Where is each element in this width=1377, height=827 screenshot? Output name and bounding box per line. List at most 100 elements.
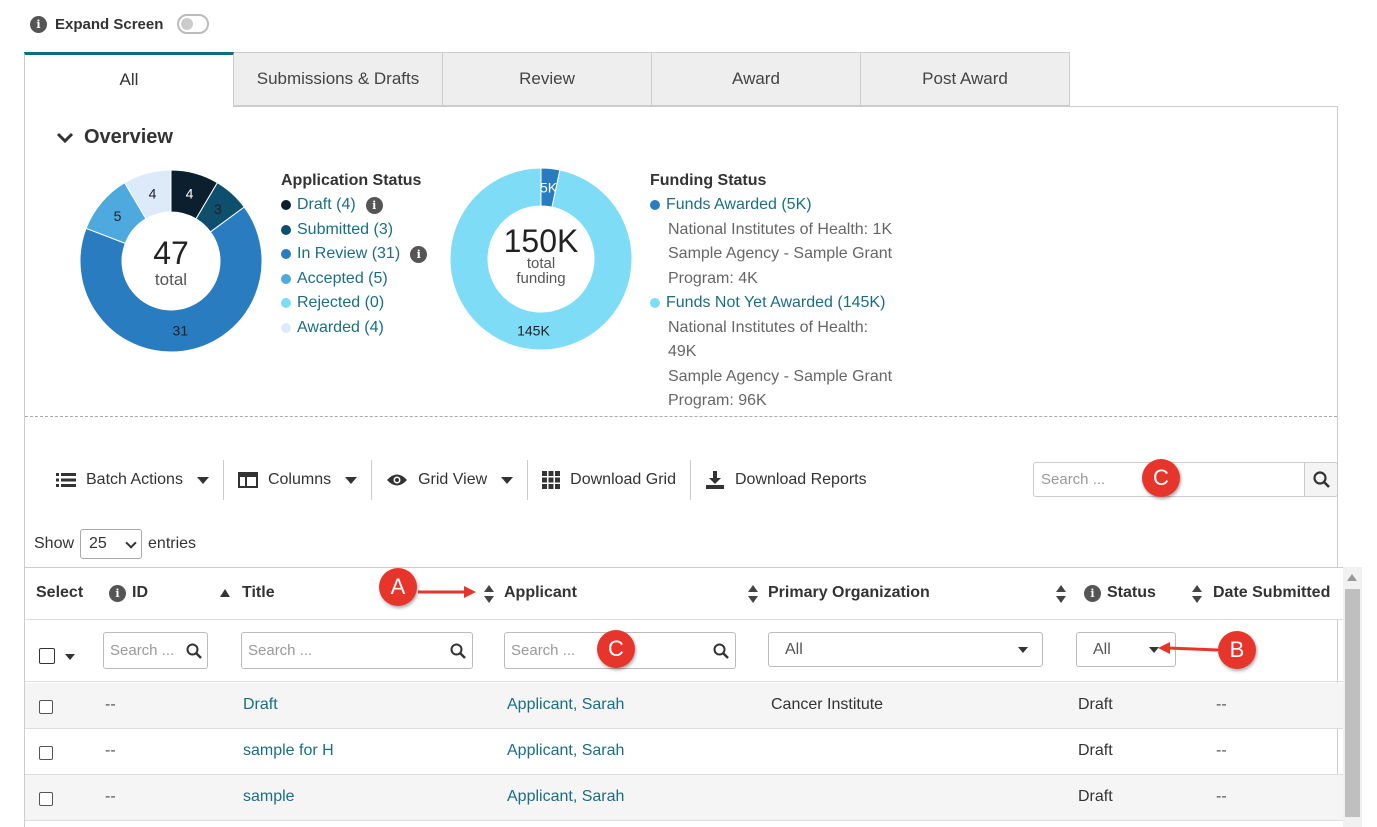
- id-filter-input[interactable]: Search ...: [103, 632, 208, 669]
- table-row[interactable]: -- sample Applicant, Sarah Draft --: [25, 775, 1343, 821]
- caret-down-icon[interactable]: [65, 654, 75, 660]
- legend-item[interactable]: Accepted (5): [281, 267, 427, 292]
- tab-review[interactable]: Review: [442, 52, 652, 106]
- sort-icon[interactable]: [748, 584, 758, 604]
- grid-search-button[interactable]: [1304, 462, 1338, 497]
- funds-awarded-link[interactable]: Funds Awarded (5K): [666, 196, 812, 213]
- legend-dot: [281, 200, 291, 211]
- search-icon: [713, 643, 729, 659]
- donut-slice[interactable]: [80, 206, 262, 352]
- legend-link[interactable]: In Review (31): [297, 245, 401, 262]
- col-primary-organization[interactable]: Primary Organization: [768, 584, 930, 602]
- row-applicant-link[interactable]: Applicant, Sarah: [507, 696, 625, 713]
- grid-icon: [542, 471, 561, 489]
- legend-item[interactable]: In Review (31) i: [281, 242, 428, 267]
- donut-slice[interactable]: [123, 170, 172, 220]
- col-title-label: Title: [242, 584, 275, 601]
- donut-slice-label: 4: [186, 185, 194, 201]
- title-filter-input[interactable]: Search ...: [241, 632, 473, 669]
- legend-link[interactable]: Draft (4): [297, 196, 356, 213]
- status-filter-select[interactable]: All: [1076, 632, 1176, 667]
- columns-icon: [237, 472, 258, 488]
- legend-item[interactable]: Rejected (0): [281, 291, 427, 316]
- tab-submissions-drafts[interactable]: Submissions & Drafts: [233, 52, 443, 106]
- donut-slice[interactable]: [450, 168, 632, 350]
- legend-dot: [650, 200, 660, 211]
- table-row[interactable]: -- sample for H Applicant, Sarah Draft -…: [25, 729, 1343, 775]
- awarded-detail-line: Sample Agency - Sample Grant: [668, 245, 893, 262]
- caret-down-icon: [1018, 647, 1028, 653]
- row-status: Draft: [1078, 742, 1113, 759]
- overview-header[interactable]: Overview: [56, 126, 173, 149]
- not-awarded-detail-line: National Institutes of Health:: [668, 318, 869, 336]
- col-applicant-label: Applicant: [504, 584, 577, 601]
- row-applicant-link[interactable]: Applicant, Sarah: [507, 742, 625, 759]
- row-title-link[interactable]: sample for H: [243, 742, 334, 759]
- app-chart-total: 47: [153, 235, 189, 271]
- funds-not-awarded-link[interactable]: Funds Not Yet Awarded (145K): [666, 294, 886, 311]
- row-title-link[interactable]: Draft: [243, 696, 278, 713]
- sort-icon[interactable]: [484, 584, 494, 604]
- row-checkbox[interactable]: [39, 700, 53, 714]
- row-status: Draft: [1078, 788, 1113, 805]
- legend-item[interactable]: Submitted (3): [281, 218, 427, 243]
- not-awarded-detail-line: Sample Agency - Sample Grant: [668, 367, 893, 385]
- row-date: --: [1216, 742, 1227, 759]
- batch-actions-button[interactable]: Batch Actions: [42, 460, 224, 500]
- col-title[interactable]: Title: [220, 584, 275, 602]
- sort-icon[interactable]: [1192, 584, 1202, 604]
- legend-item-funds-awarded[interactable]: Funds Awarded (5K): [650, 193, 910, 218]
- tab-award[interactable]: Award: [651, 52, 861, 106]
- org-filter-select[interactable]: All: [768, 632, 1043, 667]
- id-filter-placeholder: Search ...: [110, 642, 175, 659]
- title-filter-placeholder: Search ...: [248, 642, 313, 659]
- col-applicant[interactable]: Applicant: [504, 584, 577, 602]
- legend-item[interactable]: Draft (4) i: [281, 193, 427, 218]
- grid-view-button[interactable]: Grid View: [372, 460, 529, 500]
- table-row[interactable]: -- Draft Applicant, Sarah Cancer Institu…: [25, 683, 1343, 729]
- tab-all[interactable]: All: [24, 52, 234, 107]
- scrollbar-thumb[interactable]: [1345, 589, 1360, 817]
- donut-slice-label: 5: [114, 208, 122, 224]
- download-reports-button[interactable]: Download Reports: [691, 460, 881, 500]
- legend-dot: [281, 249, 291, 260]
- legend-link[interactable]: Accepted (5): [297, 269, 388, 287]
- org-filter-value: All: [785, 641, 803, 658]
- legend-link[interactable]: Rejected (0): [297, 294, 385, 311]
- applicant-filter-placeholder: Search ...: [511, 642, 576, 659]
- tab-post-award[interactable]: Post Award: [860, 52, 1070, 106]
- legend-item[interactable]: Awarded (4): [281, 316, 427, 341]
- col-id[interactable]: i ID: [109, 584, 148, 602]
- page-size-select[interactable]: 25: [80, 529, 143, 559]
- row-status: Draft: [1078, 696, 1113, 713]
- legend-link[interactable]: Awarded (4): [297, 318, 384, 336]
- row-checkbox[interactable]: [39, 746, 53, 760]
- search-icon: [450, 643, 466, 659]
- awarded-detail-line: National Institutes of Health: 1K: [668, 220, 893, 238]
- batch-actions-label: Batch Actions: [86, 471, 183, 488]
- chevron-down-icon: [56, 132, 74, 143]
- info-icon[interactable]: i: [410, 245, 428, 263]
- select-all-checkbox[interactable]: [39, 648, 55, 664]
- caret-down-icon: [196, 476, 209, 484]
- col-status[interactable]: i Status: [1084, 584, 1156, 602]
- expand-screen-toggle[interactable]: [177, 14, 210, 34]
- col-select: Select: [36, 584, 83, 602]
- legend-dot: [281, 322, 291, 333]
- fund-chart-total-label: total: [527, 255, 555, 272]
- columns-button[interactable]: Columns: [224, 460, 373, 500]
- sort-icon[interactable]: [1056, 584, 1066, 604]
- sort-asc-icon: [220, 589, 230, 597]
- col-date-submitted[interactable]: Date Submitted: [1213, 584, 1330, 602]
- info-icon[interactable]: i: [365, 196, 383, 214]
- row-title-link[interactable]: sample: [243, 788, 295, 805]
- scroll-up-arrow-icon[interactable]: [1347, 573, 1357, 581]
- download-grid-button[interactable]: Download Grid: [528, 460, 691, 500]
- show-label: Show: [34, 535, 75, 552]
- list-icon: [56, 473, 76, 487]
- legend-item-funds-not-awarded[interactable]: Funds Not Yet Awarded (145K): [650, 291, 910, 316]
- row-applicant-link[interactable]: Applicant, Sarah: [507, 788, 625, 805]
- row-checkbox[interactable]: [39, 792, 53, 806]
- application-status-legend: Application Status Draft (4) i Submitted (…: [281, 172, 428, 341]
- legend-link[interactable]: Submitted (3): [297, 220, 394, 238]
